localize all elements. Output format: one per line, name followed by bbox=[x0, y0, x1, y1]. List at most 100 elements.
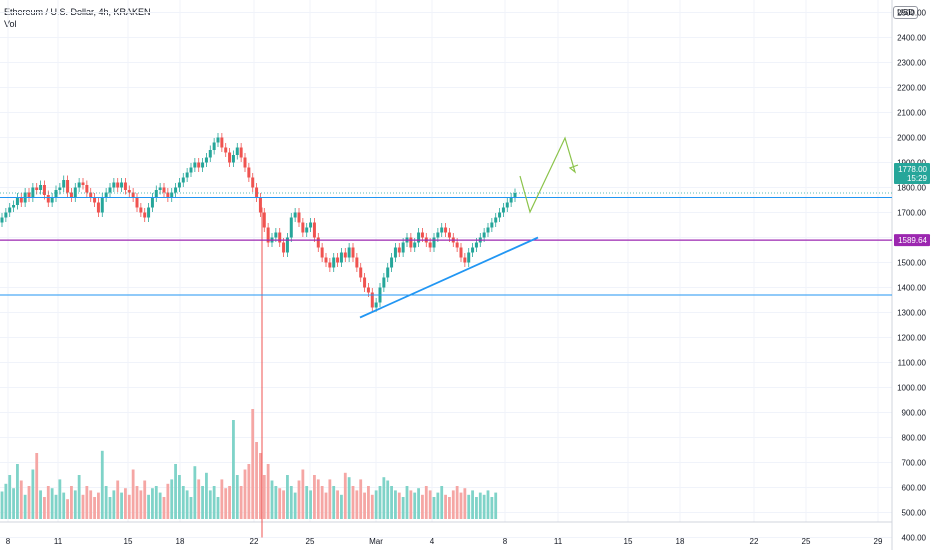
level-price-label: 1589.64 bbox=[898, 236, 927, 245]
candle-body bbox=[355, 257, 359, 268]
volume-bar bbox=[332, 486, 336, 519]
volume-bar bbox=[289, 486, 293, 519]
volume-bar bbox=[478, 492, 482, 519]
projection-path[interactable] bbox=[519, 136, 579, 214]
volume-bar bbox=[401, 497, 405, 519]
candle-body bbox=[31, 187, 35, 198]
candle-body bbox=[332, 257, 336, 268]
volume-bar bbox=[467, 494, 471, 519]
candle-body bbox=[463, 257, 467, 263]
volume-bar bbox=[448, 497, 451, 519]
candle-body bbox=[471, 247, 475, 253]
candle-body bbox=[293, 212, 297, 218]
candle-body bbox=[116, 182, 120, 188]
volume-bar bbox=[259, 453, 262, 519]
candle-body bbox=[239, 147, 243, 158]
volume-bar bbox=[8, 475, 12, 519]
candle-body bbox=[193, 162, 197, 168]
candle-body bbox=[143, 212, 147, 218]
candle-body bbox=[69, 192, 73, 198]
volume-bar bbox=[35, 453, 39, 519]
price-tick-label: 500.00 bbox=[902, 509, 927, 518]
volume-bar bbox=[193, 466, 197, 519]
volume-bar bbox=[31, 469, 35, 519]
candle-body bbox=[158, 187, 162, 190]
candle-body bbox=[50, 197, 54, 203]
candle-body bbox=[289, 217, 293, 238]
volume-bar bbox=[189, 497, 193, 519]
candle-body bbox=[177, 182, 181, 188]
candle-body bbox=[316, 237, 320, 248]
volume-bar bbox=[266, 464, 270, 519]
volume-bar bbox=[320, 486, 324, 519]
candle-body bbox=[12, 205, 16, 208]
candle-body bbox=[513, 193, 517, 198]
price-tick-label: 1100.00 bbox=[898, 359, 927, 368]
volume-bar bbox=[178, 475, 181, 519]
currency-badge[interactable]: USD bbox=[893, 6, 918, 19]
volume-bar bbox=[378, 486, 382, 519]
price-tick-label: 2400.00 bbox=[897, 34, 926, 43]
volume-bar bbox=[19, 480, 23, 519]
candle-body bbox=[409, 237, 413, 248]
volume-bar bbox=[340, 494, 343, 519]
candle-body bbox=[62, 180, 66, 188]
volume-bar bbox=[328, 479, 332, 519]
candle-body bbox=[501, 207, 505, 213]
candle-body bbox=[251, 177, 255, 188]
volume-bar bbox=[158, 492, 162, 519]
candle-body bbox=[262, 212, 266, 228]
time-tick-label: 29 bbox=[874, 537, 883, 546]
volume-bar bbox=[324, 492, 328, 519]
volume-indicator-label[interactable]: Vol bbox=[4, 19, 17, 29]
volume-bar bbox=[251, 409, 255, 519]
candle-body bbox=[486, 227, 490, 233]
candle-body bbox=[312, 222, 316, 238]
volume-bar bbox=[181, 486, 185, 519]
candle-body bbox=[386, 267, 390, 278]
candle-body bbox=[150, 197, 154, 208]
volume-bar bbox=[413, 492, 417, 519]
ascending-trendline[interactable] bbox=[359, 236, 539, 319]
level-price-badge bbox=[894, 234, 930, 247]
volume-bar bbox=[286, 475, 289, 519]
candle-body bbox=[42, 185, 46, 195]
candle-body bbox=[170, 192, 174, 198]
last-price-label: 1778.00 bbox=[898, 165, 927, 174]
volume-bar bbox=[0, 491, 4, 519]
candle-body bbox=[285, 237, 289, 253]
candle-body bbox=[305, 227, 309, 233]
volume-bar bbox=[355, 490, 359, 519]
volume-bar bbox=[143, 480, 147, 519]
volume-bar bbox=[297, 480, 301, 519]
price-tick-label: 2100.00 bbox=[897, 109, 926, 118]
volume-bar bbox=[81, 494, 85, 519]
volume-bar bbox=[459, 492, 463, 519]
volume-bar bbox=[374, 490, 378, 519]
candle-body bbox=[494, 217, 498, 223]
candle-body bbox=[417, 232, 421, 243]
volume-bar bbox=[104, 486, 108, 519]
volume-bar bbox=[166, 483, 170, 519]
volume-bar bbox=[417, 488, 420, 519]
candle-body bbox=[39, 185, 43, 190]
candle-body bbox=[131, 192, 135, 198]
volume-bar bbox=[336, 490, 339, 519]
volume-bar bbox=[58, 479, 62, 519]
candle-body bbox=[93, 197, 97, 203]
candle-body bbox=[73, 187, 77, 198]
volume-bar bbox=[490, 497, 494, 519]
volume-bar bbox=[85, 486, 89, 519]
candle-body bbox=[8, 207, 12, 213]
price-tick-label: 1400.00 bbox=[897, 284, 926, 293]
volume-bar bbox=[73, 490, 77, 519]
volume-bar bbox=[120, 492, 123, 519]
volume-bar bbox=[475, 497, 478, 519]
price-tick-label: 2000.00 bbox=[897, 134, 926, 143]
volume-bar bbox=[66, 499, 69, 519]
volume-bar bbox=[270, 480, 274, 519]
candle-body bbox=[359, 267, 363, 278]
volume-bar bbox=[243, 469, 247, 519]
candle-body bbox=[328, 262, 332, 268]
